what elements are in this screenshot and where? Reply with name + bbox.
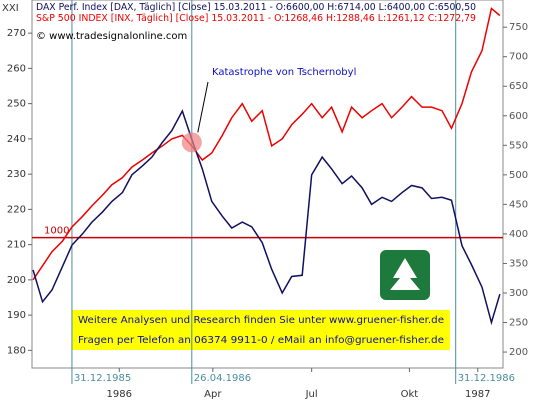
y2-tick-label: 700 [509, 52, 528, 63]
logo-tree [390, 258, 420, 290]
annotation: Katastrophe von Tschernobyl [212, 67, 356, 78]
y2-tick-label: 750 [509, 22, 528, 33]
x-tick-label: Apr [204, 389, 222, 400]
x-tick-label: Okt [401, 389, 419, 400]
y2-tick-label: 400 [509, 229, 528, 240]
y-tick-label: 230 [7, 169, 26, 180]
y2-tick-label: 300 [509, 288, 528, 299]
annotation-arrow [197, 81, 209, 133]
y2-tick-label: 250 [509, 318, 528, 329]
y2-tick-label: 350 [509, 258, 528, 269]
series-line [32, 109, 501, 326]
y2-tick-label: 600 [509, 111, 528, 122]
event-label: 31.12.1985 [74, 373, 131, 384]
legend-entry: S&P 500 INDEX [INX, Täglich] [Close] 15.… [36, 13, 476, 24]
event-label: 26.04.1986 [194, 373, 251, 384]
series-line [32, 7, 501, 281]
y-tick-label: 190 [7, 310, 26, 321]
x-tick-label: 1986 [107, 389, 132, 400]
y-tick-label: 180 [7, 345, 26, 356]
plot-frame [31, 0, 504, 369]
y2-tick-label: 550 [509, 140, 528, 151]
y-tick-label: 240 [7, 134, 26, 145]
info-line: Fragen per Telefon an 06374 9911-0 / eMa… [78, 335, 444, 346]
y2-tick-label: 200 [509, 347, 528, 358]
x-tick-label: Jul [305, 389, 318, 400]
y2-tick-label: 650 [509, 81, 528, 92]
corner-label: XXI [2, 3, 19, 14]
y-tick-label: 210 [7, 240, 26, 251]
reference-label: 1000 [44, 226, 69, 237]
x-tick-label: 1987 [465, 389, 490, 400]
y-tick-label: 260 [7, 63, 26, 74]
y-tick-label: 250 [7, 99, 26, 110]
info-line: Weitere Analysen und Research finden Sie… [78, 315, 444, 326]
y2-tick-label: 450 [509, 199, 528, 210]
highlight-marker [181, 132, 202, 153]
y-tick-label: 220 [7, 204, 26, 215]
copyright: © www.tradesignalonline.com [36, 31, 187, 42]
info-box [72, 310, 450, 350]
legend-entry: DAX Perf. Index [DAX, Täglich] [Close] 1… [36, 2, 476, 13]
y-tick-label: 200 [7, 275, 26, 286]
event-label: 31.12.1986 [458, 373, 515, 384]
y-tick-label: 270 [7, 28, 26, 39]
y2-tick-label: 500 [509, 170, 528, 181]
